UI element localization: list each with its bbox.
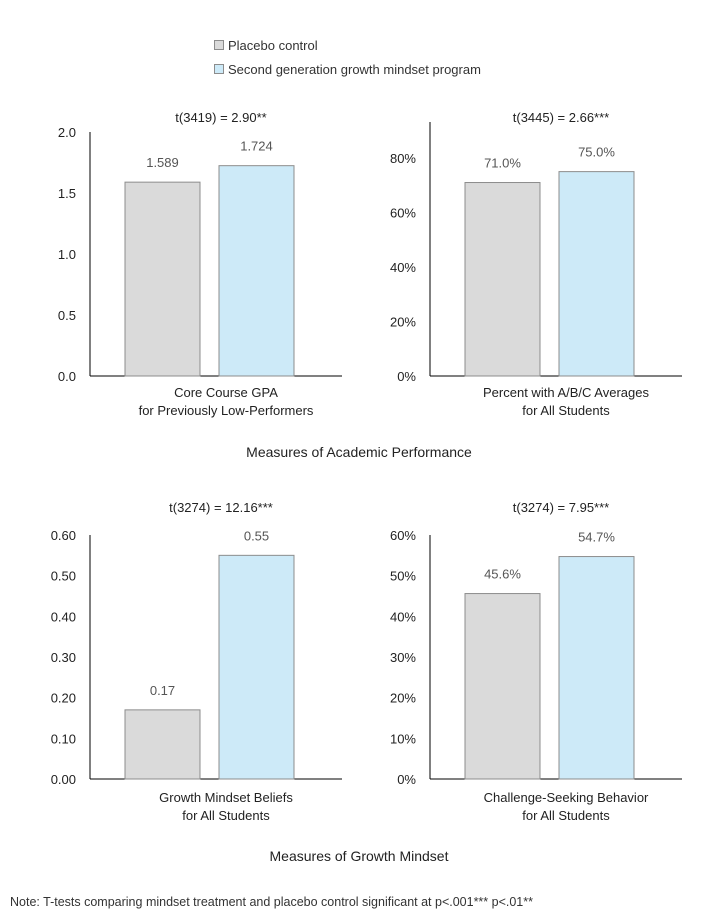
data-label-1-0: 71.0% — [484, 156, 521, 171]
bar-0-0 — [124, 181, 201, 377]
tick-label-3-0: 0% — [397, 772, 416, 787]
legend: Placebo control Second generation growth… — [214, 33, 481, 81]
section-title-academic: Measures of Academic Performance — [246, 444, 472, 460]
x-label-1-1: for All Students — [522, 403, 610, 418]
tick-label-1-4: 80% — [390, 151, 416, 166]
tick-label-2-0: 0.00 — [51, 772, 76, 787]
tick-label-0-3: 1.5 — [58, 186, 76, 201]
tick-label-1-1: 20% — [390, 315, 416, 330]
chart-title-2: t(3274) = 12.16*** — [169, 500, 273, 515]
x-label-2-1: for All Students — [182, 808, 270, 823]
data-label-3-0: 45.6% — [484, 567, 521, 582]
bar-2-1 — [218, 554, 295, 780]
tick-label-2-2: 0.20 — [51, 691, 76, 706]
chart-title-3: t(3274) = 7.95*** — [513, 500, 609, 515]
data-label-1-1: 75.0% — [578, 145, 615, 160]
charts-canvas: 0.0 0.5 1.0 1.5 2.0 1.589 1.724 t(3419) = 2.90*… — [51, 110, 682, 823]
footnote: Note: T-tests comparing mindset treatmen… — [10, 895, 533, 909]
tick-label-3-5: 50% — [390, 569, 416, 584]
legend-label-program: Second generation growth mindset program — [228, 61, 481, 77]
x-label-0-1: for Previously Low-Performers — [139, 403, 314, 418]
data-label-0-0: 1.589 — [146, 155, 179, 170]
bar-3-1 — [558, 556, 635, 780]
bar-1-1 — [558, 171, 635, 377]
data-label-0-1: 1.724 — [240, 139, 273, 154]
x-label-3-0: Challenge-Seeking Behavior — [484, 790, 649, 805]
legend-swatch-program — [214, 64, 224, 74]
legend-item-program: Second generation growth mindset program — [214, 57, 481, 81]
tick-label-2-1: 0.10 — [51, 731, 76, 746]
tick-label-0-0: 0.0 — [58, 369, 76, 384]
tick-label-2-5: 0.50 — [51, 569, 76, 584]
x-label-3-1: for All Students — [522, 808, 610, 823]
data-label-2-1: 0.55 — [244, 528, 269, 543]
tick-label-1-3: 60% — [390, 206, 416, 221]
legend-swatch-placebo — [214, 40, 224, 50]
chart-title-1: t(3445) = 2.66*** — [513, 110, 609, 125]
tick-label-3-2: 20% — [390, 691, 416, 706]
tick-label-1-0: 0% — [397, 369, 416, 384]
tick-label-3-3: 30% — [390, 650, 416, 665]
legend-item-placebo: Placebo control — [214, 33, 481, 57]
x-label-0-0: Core Course GPA — [174, 385, 278, 400]
tick-label-0-1: 0.5 — [58, 308, 76, 323]
bar-1-0 — [464, 182, 541, 377]
tick-label-3-1: 10% — [390, 731, 416, 746]
tick-label-0-2: 1.0 — [58, 247, 76, 262]
bar-0-1 — [218, 165, 295, 377]
tick-label-0-4: 2.0 — [58, 125, 76, 140]
bar-2-0 — [124, 709, 201, 780]
tick-label-2-6: 0.60 — [51, 528, 76, 543]
section-title-mindset: Measures of Growth Mindset — [269, 848, 449, 864]
data-label-3-1: 54.7% — [578, 530, 615, 545]
data-label-2-0: 0.17 — [150, 683, 175, 698]
x-label-2-0: Growth Mindset Beliefs — [159, 790, 293, 805]
tick-label-2-4: 0.40 — [51, 609, 76, 624]
tick-label-1-2: 40% — [390, 260, 416, 275]
tick-label-2-3: 0.30 — [51, 650, 76, 665]
x-label-1-0: Percent with A/B/C Averages — [483, 385, 649, 400]
tick-label-3-4: 40% — [390, 609, 416, 624]
chart-title-0: t(3419) = 2.90** — [175, 110, 266, 125]
legend-label-placebo: Placebo control — [228, 37, 318, 53]
bar-3-0 — [464, 593, 541, 780]
tick-label-3-6: 60% — [390, 528, 416, 543]
